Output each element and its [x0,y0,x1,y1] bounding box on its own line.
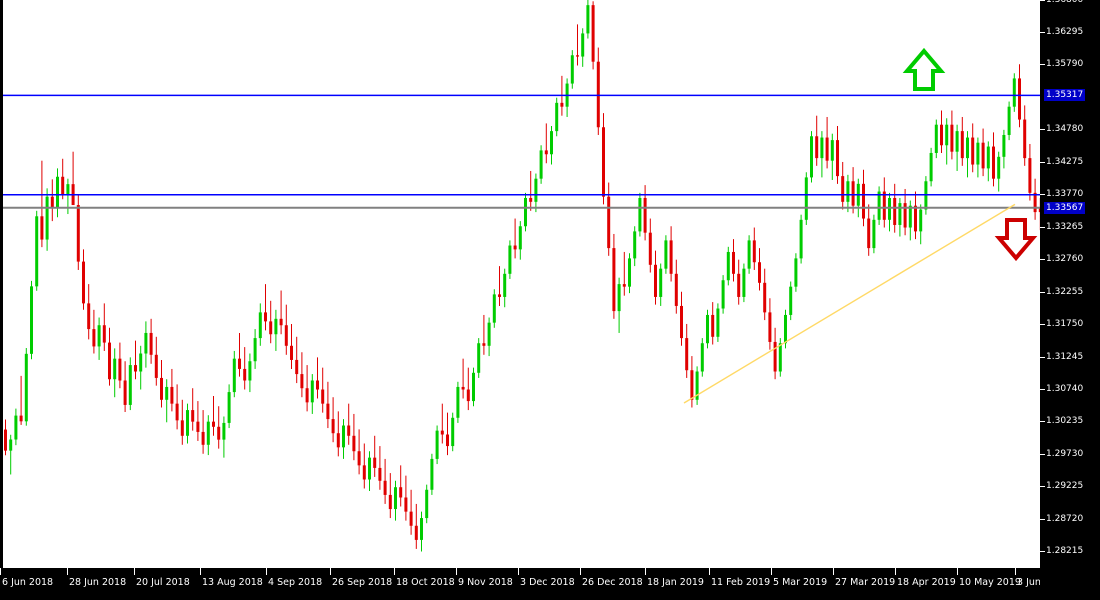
time-tick-separator [67,568,68,575]
price-tick-label: 1.30740 [1046,384,1084,394]
price-tick-label: 1.32255 [1046,286,1084,297]
time-tick-label: 26 Dec 2018 [582,577,643,588]
price-tick: 1.29225 [1040,481,1083,492]
price-scale[interactable]: 1.36800 1.36295 1.35790 1.34780 1.34275 1.337… [1040,0,1100,568]
price-tick-label: 1.34780 [1046,124,1084,135]
time-tick-separator [0,568,1,575]
time-tick-label: 28 Jun 2018 [69,577,127,588]
time-tick-label: 13 Aug 2018 [202,577,263,588]
time-tick-separator [580,568,581,575]
price-tick: 1.31750 [1040,319,1083,330]
price-tick-label: 1.36800 [1046,0,1083,5]
chart-overlays [3,47,1040,404]
time-tick-label: 26 Sep 2018 [332,577,393,588]
time-tick-separator [709,568,710,575]
price-tick: 1.28215 [1040,546,1083,557]
price-tick-label: 1.34275 [1046,156,1084,167]
time-tick-label: 3 Dec 2018 [520,577,575,588]
time-tick-label: 5 Mar 2019 [773,577,828,588]
time-tick-label: 6 Jun 2018 [2,577,54,588]
price-tick-label: 1.29730 [1046,448,1084,459]
price-tick-label: 1.31750 [1046,319,1084,330]
price-tag[interactable]: 1.35317 [1044,89,1086,102]
price-tick: 1.32255 [1040,287,1083,298]
price-tick: 1.34780 [1040,124,1083,135]
price-tick: 1.33265 [1040,222,1083,233]
time-tick-label: 20 Jul 2018 [136,577,190,588]
price-tick-label: 1.36295 [1046,26,1084,37]
price-tick: 1.32760 [1040,254,1083,265]
price-tick: 1.30235 [1040,416,1083,427]
time-tick-label: 11 Feb 2019 [711,577,771,588]
time-tick-separator [518,568,519,575]
time-tick-separator [1015,568,1016,575]
price-tick: 1.33770 [1040,189,1083,200]
time-tick-separator [394,568,395,575]
time-tick-label: 18 Oct 2018 [396,577,455,588]
price-tick: 1.28720 [1040,514,1083,525]
chart-plot-area[interactable] [3,0,1040,568]
time-tick-separator [200,568,201,575]
price-tick: 1.36800 [1040,0,1083,6]
time-scale[interactable]: 6 Jun 2018 28 Jun 2018 20 Jul 2018 13 Aug 2… [0,568,1100,600]
time-tick-separator [266,568,267,575]
time-tick-separator [134,568,135,575]
price-tick: 1.36295 [1040,27,1083,38]
price-tick: 1.29730 [1040,449,1083,460]
time-tick-separator [456,568,457,575]
candlestick-canvas [3,0,1040,552]
time-tick-separator [833,568,834,575]
price-tick-label: 1.30235 [1046,416,1084,427]
price-tick: 1.35790 [1040,59,1083,70]
price-tick: 1.30740 [1040,384,1083,395]
time-tick-separator [771,568,772,575]
time-tick-separator [957,568,958,575]
price-tick: 1.34275 [1040,157,1083,168]
time-tick-label: 18 Apr 2019 [897,577,956,588]
time-tick-label: 27 Mar 2019 [835,577,896,588]
time-tick-separator [645,568,646,575]
price-tick-label: 1.33770 [1046,189,1084,200]
price-tick: 1.31245 [1040,352,1083,363]
price-tick-label: 1.31245 [1046,351,1084,362]
time-tick-label: 18 Jan 2019 [647,577,704,588]
time-tick-label: 9 Nov 2018 [458,577,513,588]
candlestick-series [4,0,1040,552]
price-tick-label: 1.32760 [1046,254,1084,265]
price-tick-label: 1.28215 [1046,546,1084,557]
time-tick-separator [895,568,896,575]
price-tag[interactable]: 1.33567 [1044,201,1086,214]
price-tick-label: 1.35790 [1046,59,1084,70]
time-tick-label: 10 May 2019 [959,577,1021,588]
time-tick-separator [330,568,331,575]
price-tick-label: 1.28720 [1046,513,1084,524]
price-tick-label: 1.33265 [1046,221,1084,232]
axis-corner [1040,568,1100,600]
time-tick-label: 4 Sep 2018 [268,577,323,588]
price-tick-label: 1.29225 [1046,481,1084,492]
